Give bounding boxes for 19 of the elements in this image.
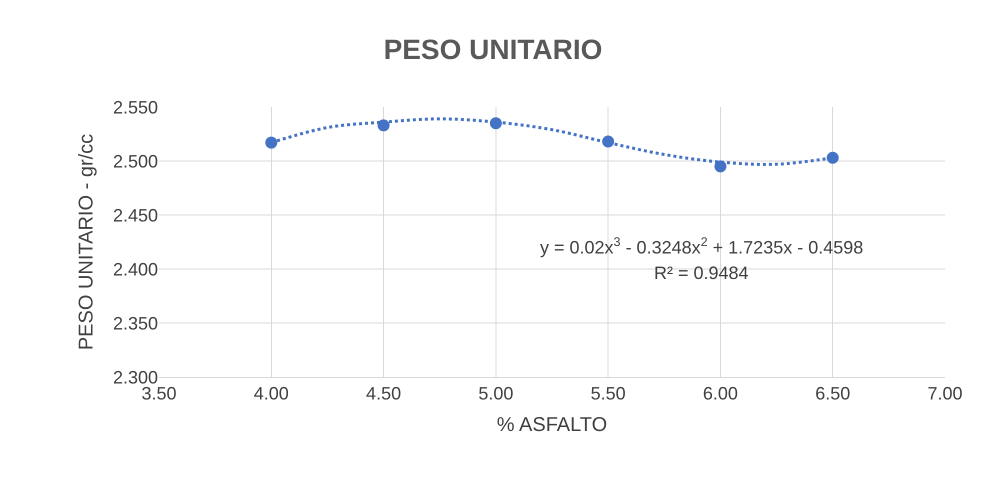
- annotation: R² = 0.9484: [654, 263, 749, 283]
- y-axis-title: PESO UNITARIO - gr/cc: [75, 134, 98, 350]
- chart-title: PESO UNITARIO: [384, 34, 602, 65]
- point: [826, 152, 839, 164]
- y-tick-label: 2.450: [112, 205, 158, 226]
- x-tick-label: 5.50: [590, 384, 626, 404]
- y-tick-label: 2.500: [112, 151, 158, 172]
- x-axis-title: % ASFALTO: [496, 414, 608, 436]
- y-tick-label: 2.400: [112, 259, 158, 280]
- x-tick-label: 6.00: [702, 384, 738, 404]
- x-tick-label: 4.50: [366, 384, 402, 404]
- x-tick-label: 6.50: [815, 384, 850, 404]
- x-tick-label: 5.00: [478, 384, 514, 404]
- x-tick-label: 7.00: [927, 384, 963, 404]
- annotation: y = 0.02x$^{3}$ - 0.3248x$^{2}$ + 1.7235x - 0.4598: [540, 235, 864, 258]
- y-tick-label: 2.550: [112, 97, 158, 118]
- point: [265, 136, 278, 149]
- y-tick-label: 2.350: [112, 313, 158, 334]
- x-tick-label: 4.00: [254, 384, 289, 404]
